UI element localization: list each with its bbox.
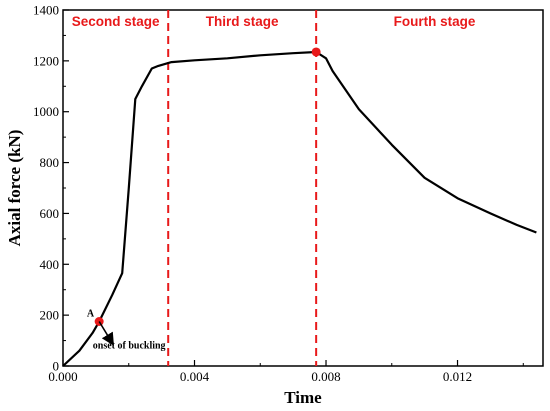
x-tick-label: 0.000 <box>48 369 77 384</box>
y-tick-label: 600 <box>40 206 60 221</box>
y-tick-label: 400 <box>40 257 60 272</box>
y-axis: 0 200 400 600 800 1000 1200 1400 <box>33 3 69 374</box>
x-axis: 0.000 0.004 0.008 0.012 <box>48 360 524 384</box>
annotation-text: onset of buckling <box>93 341 166 352</box>
y-tick-label: 1000 <box>33 104 59 119</box>
stage-label: Third stage <box>206 14 279 29</box>
x-tick-label: 0.008 <box>311 369 340 384</box>
point-marker <box>311 47 321 57</box>
stage-labels: Second stage Third stage Fourth stage <box>72 14 476 29</box>
axial-force-line <box>62 50 537 367</box>
x-tick-label: 0.004 <box>180 369 210 384</box>
annotation-arrow <box>98 321 114 346</box>
point-label: A <box>87 309 95 320</box>
y-axis-title: Axial force (kN) <box>5 130 24 247</box>
stage-boundaries <box>167 10 318 366</box>
stage-label: Fourth stage <box>394 14 476 29</box>
x-tick-label: 0.012 <box>443 369 472 384</box>
y-tick-label: 1200 <box>33 53 59 68</box>
x-axis-title: Time <box>284 388 322 407</box>
stage-label: Second stage <box>72 14 160 29</box>
y-tick-label: 1400 <box>33 3 59 18</box>
y-tick-label: 200 <box>40 308 60 323</box>
y-tick-label: 800 <box>40 155 60 170</box>
y-tick-label: 0 <box>53 359 60 374</box>
plot-frame <box>62 9 544 367</box>
